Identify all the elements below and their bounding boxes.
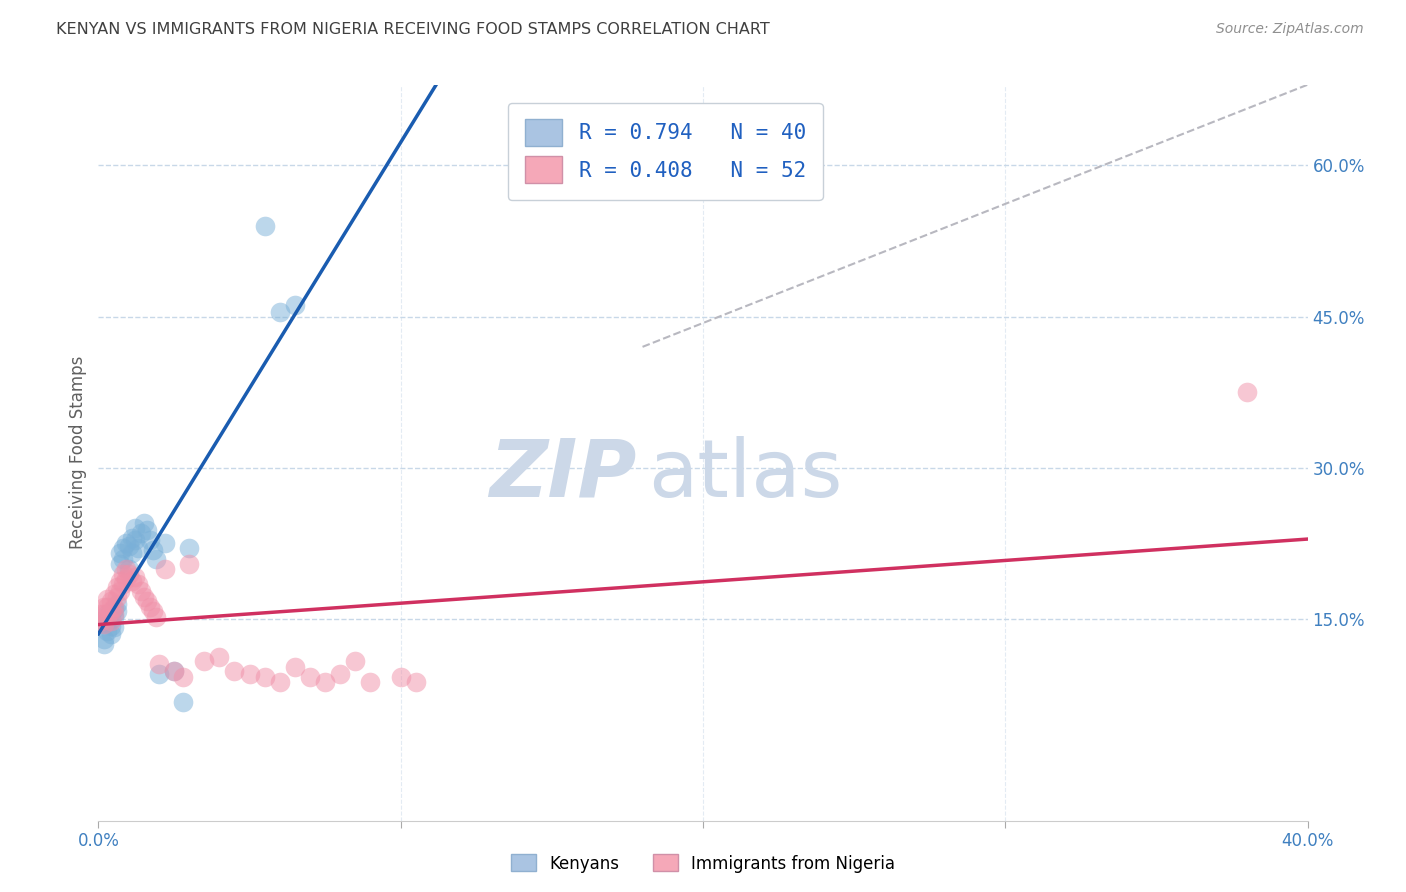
Point [284, 660, 307, 674]
Point [224, 665, 246, 679]
Point [172, 695, 194, 709]
Point [124, 533, 146, 548]
Point [105, 580, 128, 594]
Point [389, 671, 412, 685]
Point [100, 619, 122, 633]
Point [93, 632, 115, 647]
Point [163, 665, 186, 679]
Point [96, 614, 118, 628]
Point [118, 566, 141, 581]
Point [163, 665, 186, 679]
Point [108, 583, 131, 598]
Point [179, 541, 201, 556]
Point [239, 667, 262, 681]
Point [135, 594, 157, 608]
Point [108, 557, 131, 571]
Point [142, 604, 165, 618]
Point [148, 667, 170, 681]
Point [100, 612, 122, 626]
Point [145, 610, 167, 624]
Point [90, 607, 112, 621]
Point [269, 304, 291, 318]
Point [129, 583, 152, 598]
Point [111, 541, 134, 556]
Point [103, 607, 125, 621]
Point [148, 657, 170, 672]
Point [93, 617, 115, 632]
Point [105, 604, 128, 618]
Text: atlas: atlas [648, 436, 844, 514]
Point [208, 650, 231, 665]
Point [299, 671, 322, 685]
Point [124, 570, 146, 584]
Point [344, 654, 367, 668]
Point [114, 536, 136, 550]
Text: ZIP: ZIP [489, 436, 637, 514]
Point [108, 547, 131, 561]
Y-axis label: Receiving Food Stamps: Receiving Food Stamps [69, 356, 87, 549]
Point [121, 532, 143, 546]
Point [153, 561, 176, 575]
Point [121, 547, 143, 561]
Point [90, 617, 112, 632]
Point [96, 624, 118, 639]
Point [127, 541, 149, 556]
Point [179, 557, 201, 571]
Point [103, 610, 125, 624]
Point [111, 566, 134, 581]
Point [139, 599, 162, 614]
Point [129, 526, 152, 541]
Point [193, 654, 215, 668]
Point [118, 561, 141, 575]
Point [127, 576, 149, 591]
Point [105, 597, 128, 611]
Point [105, 590, 128, 604]
Point [103, 587, 125, 601]
Point [253, 671, 276, 685]
Point [135, 524, 157, 538]
Point [314, 674, 336, 689]
Point [1236, 385, 1258, 400]
Point [114, 561, 136, 575]
Text: Source: ZipAtlas.com: Source: ZipAtlas.com [1216, 22, 1364, 37]
Point [111, 576, 134, 591]
Point [153, 536, 176, 550]
Text: KENYAN VS IMMIGRANTS FROM NIGERIA RECEIVING FOOD STAMPS CORRELATION CHART: KENYAN VS IMMIGRANTS FROM NIGERIA RECEIV… [56, 22, 770, 37]
Point [121, 574, 143, 588]
Point [93, 599, 115, 614]
Point [96, 607, 118, 621]
Point [145, 551, 167, 566]
Point [96, 610, 118, 624]
Point [100, 594, 122, 608]
Point [139, 533, 162, 548]
Point [114, 572, 136, 586]
Point [284, 297, 307, 311]
Point [100, 627, 122, 641]
Point [360, 674, 382, 689]
Point [405, 674, 427, 689]
Point [96, 591, 118, 606]
Point [103, 602, 125, 616]
Point [118, 540, 141, 554]
Point [100, 614, 122, 628]
Point [124, 521, 146, 535]
Point [269, 674, 291, 689]
Legend: R = 0.794   N = 40, R = 0.408   N = 52: R = 0.794 N = 40, R = 0.408 N = 52 [508, 103, 823, 200]
Point [90, 614, 112, 628]
Point [108, 574, 131, 588]
Point [103, 620, 125, 634]
Point [93, 637, 115, 651]
Point [100, 604, 122, 618]
Point [111, 551, 134, 566]
Point [103, 599, 125, 614]
Point [93, 607, 115, 621]
Point [132, 516, 155, 531]
Point [142, 543, 165, 558]
Point [96, 599, 118, 614]
Legend: Kenyans, Immigrants from Nigeria: Kenyans, Immigrants from Nigeria [505, 847, 901, 880]
Point [253, 219, 276, 233]
Point [132, 590, 155, 604]
Point [329, 667, 352, 681]
Point [172, 671, 194, 685]
